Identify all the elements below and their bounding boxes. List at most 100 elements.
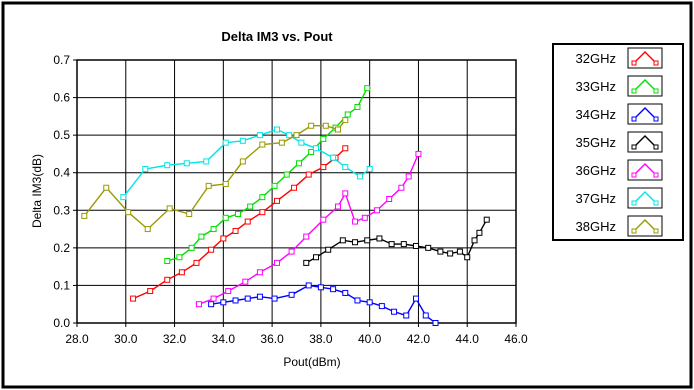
series-point-35ghz [483,216,490,223]
series-point-36ghz [256,269,263,276]
series-point-35ghz [425,244,432,251]
series-point-33ghz [188,244,195,251]
legend-label-35ghz: 35GHz [576,135,616,150]
y-tick-label: 0.7 [53,53,70,67]
series-point-34ghz [403,312,410,319]
series-point-33ghz [320,135,327,142]
series-point-34ghz [244,295,251,302]
series-point-33ghz [198,233,205,240]
series-point-38ghz [334,126,341,133]
series-point-35ghz [471,237,478,244]
series-point-35ghz [447,250,454,257]
series-point-32ghz [164,276,171,283]
legend-line-33ghz [633,79,657,92]
x-tick-label: 46.0 [504,332,528,346]
series-point-36ghz [405,173,412,180]
y-tick-label: 0.1 [53,278,70,292]
series-point-34ghz [366,299,373,306]
series-point-36ghz [288,248,295,255]
legend-marker-33ghz [631,88,637,94]
series-point-34ghz [378,303,385,310]
series-point-37ghz [366,165,373,172]
series-point-33ghz [295,160,302,167]
series-point-37ghz [239,137,246,144]
series-point-37ghz [298,139,305,146]
series-point-35ghz [303,259,310,266]
series-point-36ghz [303,233,310,240]
legend-line-34ghz [633,107,657,120]
series-point-36ghz [352,218,359,225]
series-point-32ghz [147,288,154,295]
y-tick-label: 0.0 [53,316,70,330]
series-point-37ghz [313,145,320,152]
series-point-34ghz [220,299,227,306]
legend-marker-38ghz [631,228,637,234]
legend-marker-37ghz [631,200,637,206]
legend-label-38ghz: 38GHz [576,219,616,234]
legend-line-37ghz [633,191,657,204]
series-point-38ghz [222,180,229,187]
series-point-36ghz [242,278,249,285]
series-point-36ghz [195,301,202,308]
series-point-33ghz [271,182,278,189]
series-point-33ghz [234,211,241,218]
series-point-34ghz [317,284,324,291]
series-point-37ghz [142,165,149,172]
x-tick-label: 42.0 [407,332,431,346]
series-point-32ghz [208,246,215,253]
series-point-35ghz [464,254,471,261]
legend: 32GHz 33GHz 34GHz 35GHz 36GHz 37GHz 38GHz [552,43,684,241]
series-point-35ghz [413,242,420,249]
series-point-34ghz [330,286,337,293]
series-point-36ghz [398,184,405,191]
series-point-38ghz [166,205,173,212]
legend-line-32ghz [633,51,657,64]
series-point-38ghz [239,158,246,165]
series-point-38ghz [308,122,315,129]
series-point-38ghz [205,182,212,189]
legend-marker-36ghz [631,172,637,178]
legend-label-37ghz: 37GHz [576,191,616,206]
legend-box [552,43,684,241]
series-point-32ghz [273,197,280,204]
x-tick-label: 30.0 [114,332,138,346]
chart-title: Delta IM3 vs. Pout [221,29,333,44]
series-point-32ghz [259,209,266,216]
series-point-38ghz [144,226,151,233]
series-point-36ghz [320,216,327,223]
series-point-32ghz [342,145,349,152]
x-tick-label: 38.0 [309,332,333,346]
series-point-37ghz [330,154,337,161]
legend-line-36ghz [633,163,657,176]
series-point-34ghz [342,289,349,296]
y-tick-label: 0.6 [53,91,70,105]
plot-area: 28.0 30.0 32.0 34.0 36.0 38.0 40.0 42.0 44.0 46.0… [53,53,528,346]
series-point-33ghz [210,226,217,233]
x-tick-label: 28.0 [65,332,89,346]
series-point-37ghz [183,160,190,167]
series-point-37ghz [286,132,293,139]
series-point-35ghz [325,246,332,253]
series-point-33ghz [344,111,351,118]
series-point-38ghz [322,122,329,129]
series-point-34ghz [413,295,420,302]
legend-label-36ghz: 36GHz [576,163,616,178]
series-point-38ghz [259,141,266,148]
series-point-38ghz [342,117,349,124]
series-point-32ghz [244,218,251,225]
y-axis-label: Delta IM3(dB) [30,154,44,228]
series-point-32ghz [220,235,227,242]
series-point-36ghz [273,259,280,266]
series-point-36ghz [210,295,217,302]
series-point-33ghz [354,103,361,110]
series-point-32ghz [291,184,298,191]
series-point-37ghz [342,164,349,171]
series-point-34ghz [208,301,215,308]
series-line-32ghz [132,147,346,300]
legend-line-35ghz [633,135,657,148]
series-point-34ghz [232,297,239,304]
x-axis-label: Pout(dBm) [283,355,340,369]
legend-marker-35ghz [631,144,637,150]
series-point-34ghz [271,295,278,302]
legend-marker-37ghz [653,200,659,206]
